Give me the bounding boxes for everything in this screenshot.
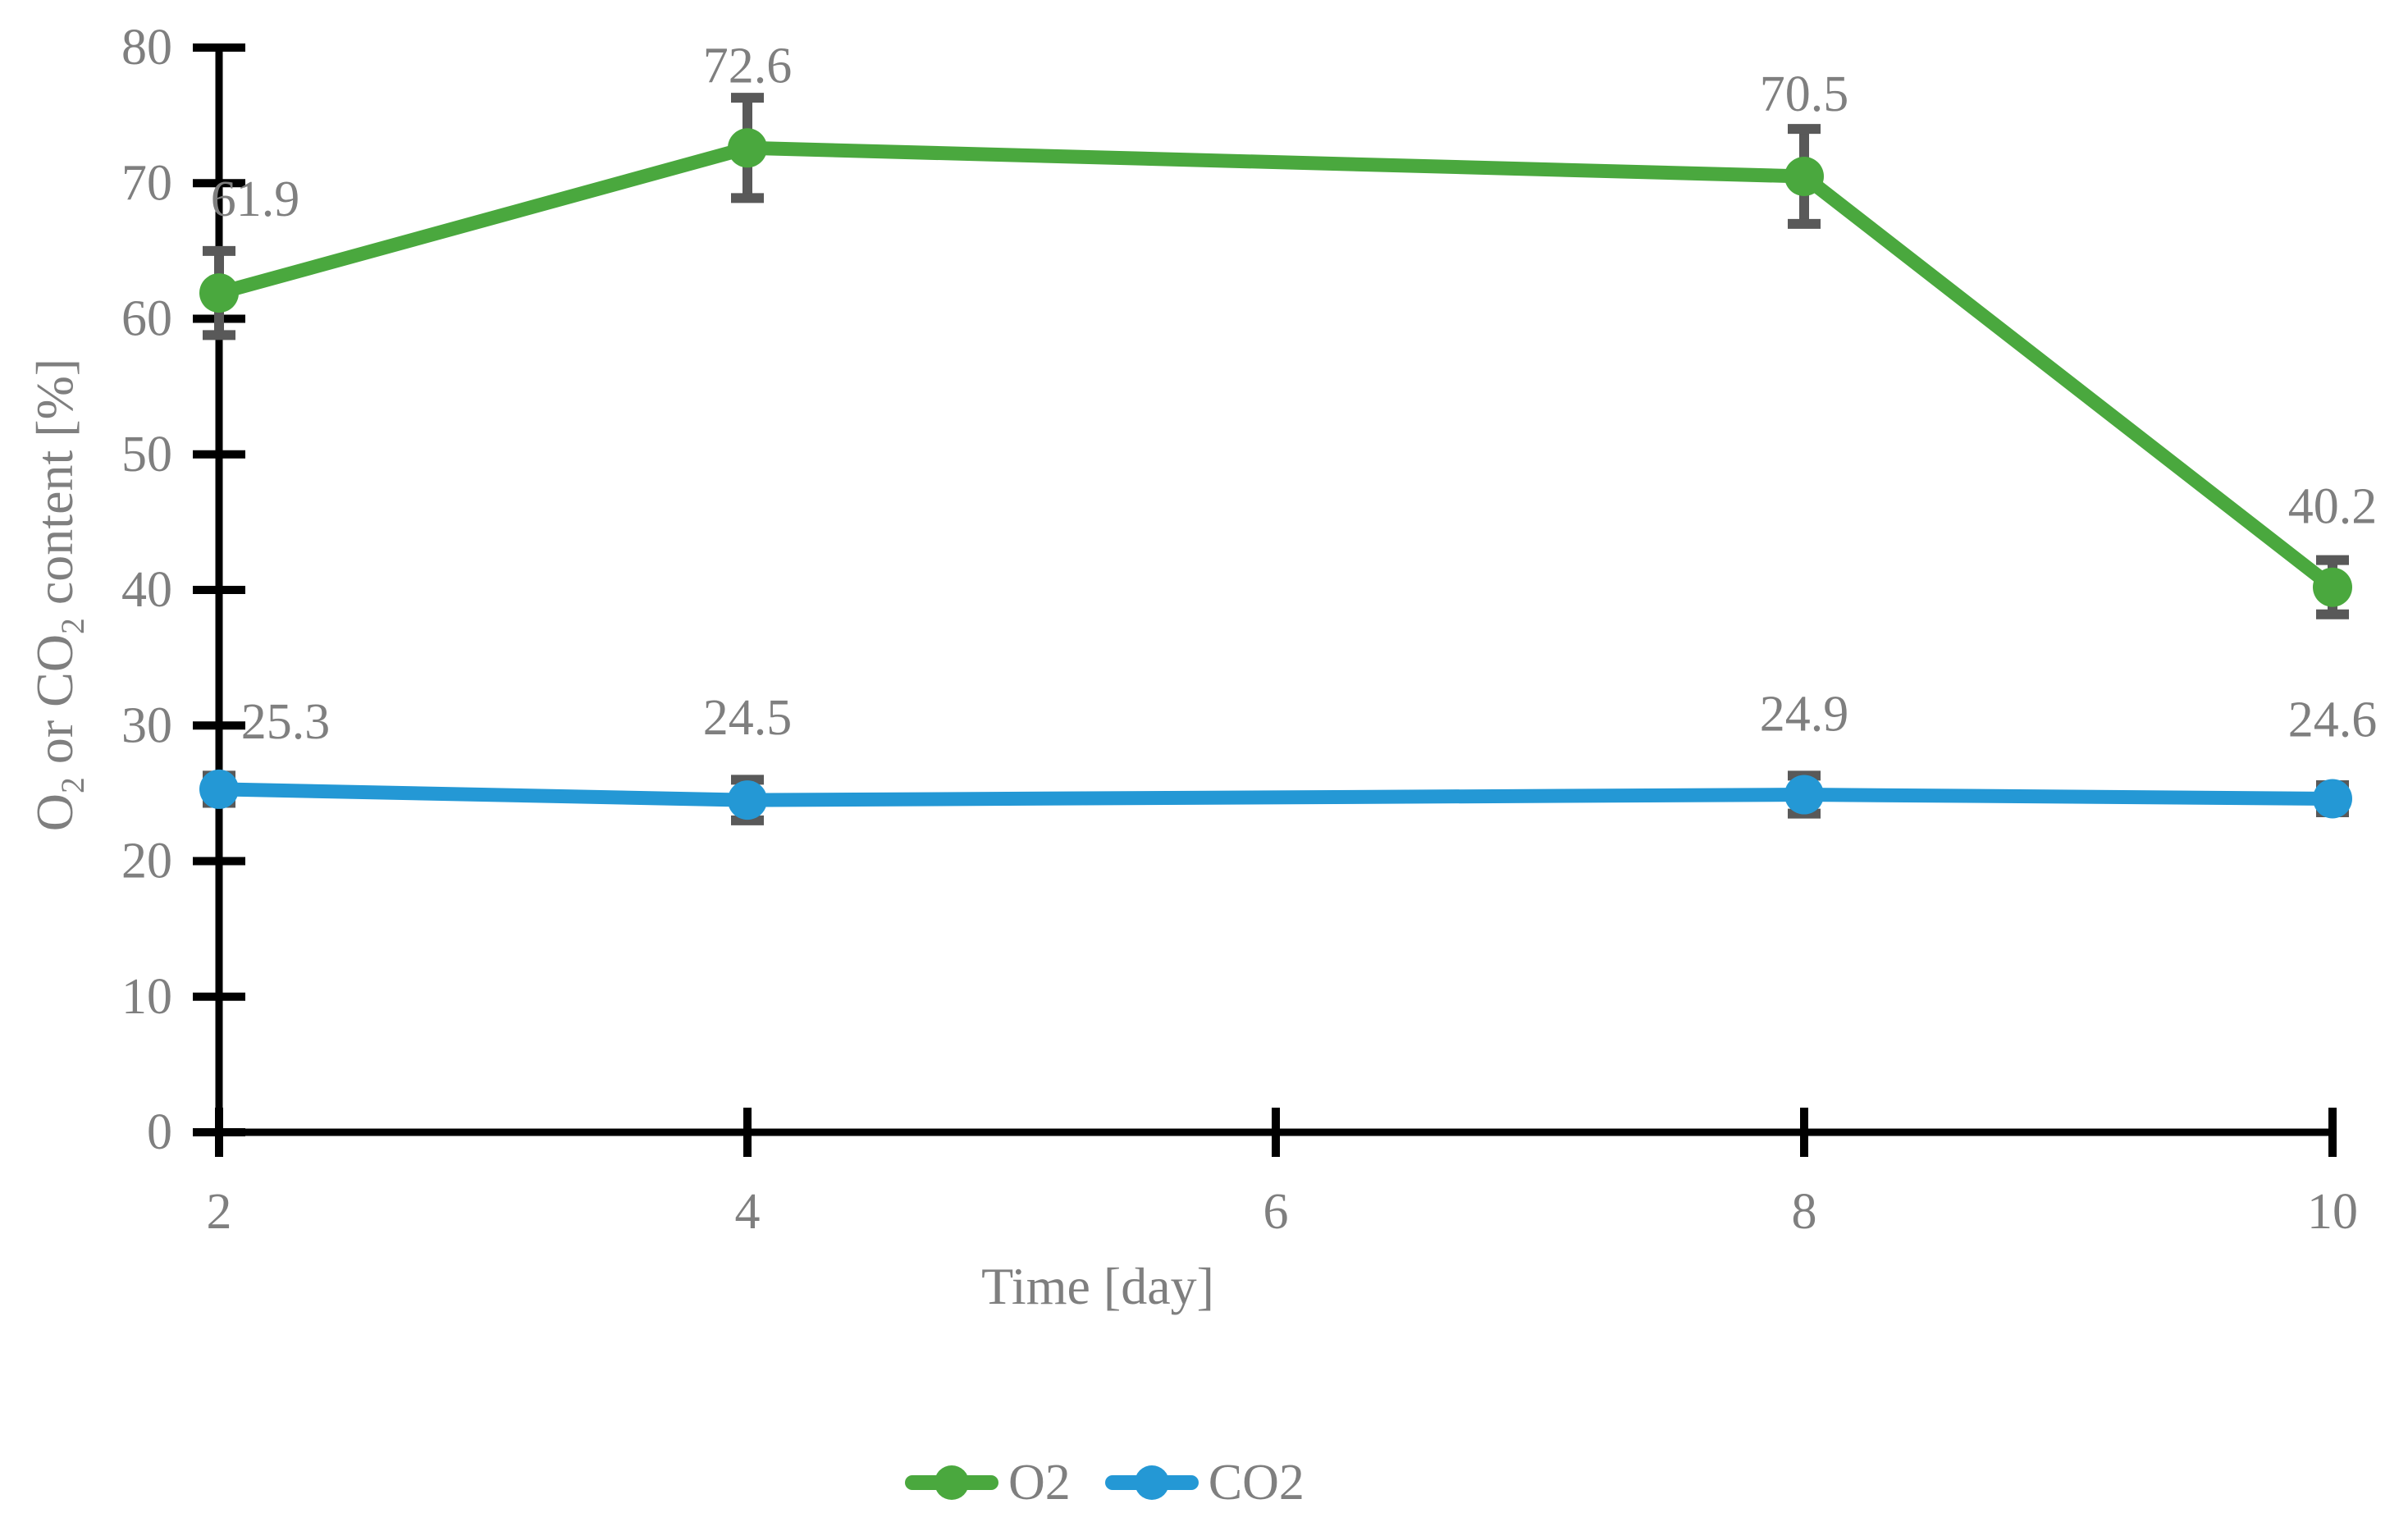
y-tick-label: 80 (121, 20, 172, 75)
y-axis-title-part: O (25, 793, 84, 832)
co2-data-label: 24.6 (2288, 692, 2378, 747)
o2-data-label: 72.6 (703, 38, 793, 94)
x-tick-label: 4 (735, 1184, 761, 1240)
legend-item-o2: O2 (905, 1457, 1071, 1508)
y-tick-label: 60 (121, 291, 172, 347)
y-tick-label: 50 (121, 427, 172, 482)
y-axis-title-subscript: 2 (54, 777, 91, 793)
o2-series-line (212, 140, 2340, 595)
y-tick-label: 40 (121, 562, 172, 618)
co2-series-line (212, 782, 2340, 807)
co2-line-marker-icon (1104, 1475, 1199, 1490)
y-tick-label: 30 (121, 697, 172, 753)
o2-data-label: 40.2 (2288, 479, 2378, 535)
co2-data-label: 24.9 (1760, 687, 1849, 743)
y-axis-title: O2 or CO2 content [%] (25, 359, 91, 831)
legend-item-co2: CO2 (1104, 1455, 1305, 1511)
legend-label-o2: O2 (1008, 1455, 1071, 1511)
y-tick-label: 70 (121, 155, 172, 211)
y-tick-label: 0 (147, 1104, 172, 1160)
y-tick-label: 10 (121, 969, 172, 1025)
legend-label-co2: CO2 (1208, 1455, 1305, 1511)
co2-data-point (1784, 775, 1824, 815)
co2-data-point (199, 769, 239, 809)
co2-data-label: 25.3 (241, 694, 331, 750)
y-axis-title-part: content [%] (25, 358, 84, 619)
o2-data-label: 61.9 (211, 171, 300, 227)
o2-line-marker-icon (905, 1475, 998, 1490)
y-axis-title-subscript: 2 (54, 618, 91, 634)
o2-data-point (1784, 156, 1824, 196)
x-tick-label: 6 (1263, 1184, 1289, 1240)
y-axis-title-part: or CO (25, 633, 84, 778)
o2-data-label: 70.5 (1760, 66, 1849, 122)
o2-data-point (199, 273, 239, 313)
co2-data-point (2313, 779, 2352, 819)
x-tick-label: 8 (1792, 1184, 1817, 1240)
x-tick-label: 2 (207, 1184, 232, 1240)
o2-data-point (728, 128, 767, 168)
o2-data-point (2313, 567, 2352, 607)
x-tick-label: 10 (2307, 1184, 2358, 1240)
x-axis-title: Time [day] (981, 1257, 1214, 1315)
legend: O2 CO2 (905, 1457, 1305, 1508)
co2-data-point (728, 780, 767, 820)
y-tick-label: 20 (121, 834, 172, 889)
co2-data-label: 24.5 (703, 690, 793, 746)
